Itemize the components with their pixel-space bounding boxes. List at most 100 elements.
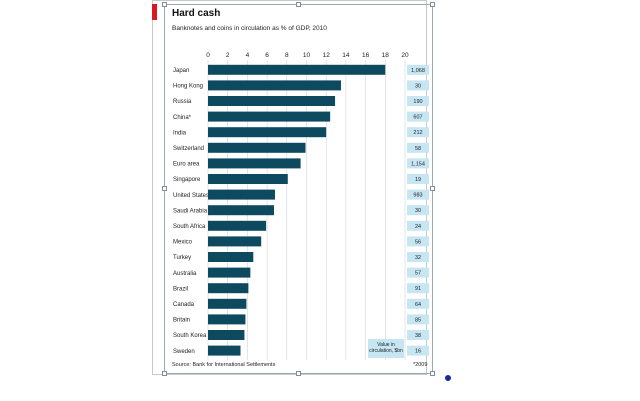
- side-value-label: 85: [415, 317, 421, 323]
- x-tick-label: 18: [382, 52, 390, 59]
- side-value-label: 30: [415, 208, 421, 214]
- category-label: Saudi Arabia: [173, 208, 208, 214]
- x-tick-label: 14: [342, 52, 350, 59]
- side-value-label: 24: [415, 224, 421, 230]
- bar: [208, 205, 274, 216]
- x-tick-label: 16: [362, 52, 370, 59]
- category-label: Turkey: [173, 255, 191, 261]
- bar: [208, 236, 262, 247]
- side-value-box: [407, 220, 429, 231]
- category-label: China*: [173, 115, 192, 121]
- side-value-box: [407, 96, 429, 106]
- side-value-box: [407, 205, 429, 216]
- category-label: India: [173, 130, 187, 136]
- category-label: Canada: [173, 302, 195, 308]
- side-value-box: [407, 111, 429, 122]
- bar: [208, 174, 288, 184]
- side-value-box: [407, 127, 429, 138]
- side-value-label: 30: [415, 83, 421, 89]
- resize-handle-left[interactable]: [162, 186, 167, 191]
- side-value-label: 56: [415, 239, 421, 245]
- x-tick-label: 10: [303, 52, 311, 59]
- bar: [208, 267, 251, 278]
- bar: [208, 314, 246, 325]
- bar: [208, 142, 306, 153]
- resize-handle-top[interactable]: [296, 2, 301, 7]
- side-value-box: [407, 64, 429, 75]
- bar: [208, 111, 331, 122]
- accent-bar: [152, 4, 157, 20]
- side-values-legend: Value in circulation, $bn: [368, 339, 404, 358]
- category-label: Japan: [173, 68, 189, 74]
- chart-footnote: *2009: [413, 362, 428, 368]
- chart-source: Source: Bank for International Settlemen…: [172, 362, 276, 368]
- bar: [208, 345, 241, 356]
- bar: [208, 252, 254, 262]
- side-value-label: 16: [415, 349, 421, 355]
- side-value-label: 190: [413, 99, 422, 105]
- category-label: South Africa: [173, 224, 206, 230]
- chart-subtitle: Banknotes and coins in circulation as % …: [172, 25, 327, 32]
- side-value-label: 607: [413, 115, 422, 121]
- category-label: Euro area: [173, 162, 200, 168]
- bar: [208, 330, 245, 340]
- resize-handle-bottom-right[interactable]: [430, 371, 435, 376]
- x-tick-label: 8: [285, 52, 289, 59]
- side-value-label: 64: [415, 302, 421, 308]
- cursor-dot: [445, 375, 451, 381]
- category-label: South Korea: [173, 333, 207, 339]
- x-tick-label: 4: [246, 52, 250, 59]
- category-label: Switzerland: [173, 146, 204, 152]
- resize-handle-bottom-left[interactable]: [162, 371, 167, 376]
- chart-figure: [152, 0, 427, 375]
- side-value-box: [407, 80, 429, 91]
- x-tick-label: 0: [206, 52, 210, 59]
- side-value-label: 57: [415, 271, 421, 277]
- category-label: Mexico: [173, 240, 193, 246]
- side-value-box: [407, 298, 429, 309]
- bar: [208, 96, 336, 106]
- category-label: Russia: [173, 99, 192, 105]
- side-value-box: [407, 283, 429, 294]
- side-value-label: 32: [415, 255, 421, 261]
- bar: [208, 64, 386, 75]
- x-tick-label: 2: [226, 52, 230, 59]
- resize-handle-right[interactable]: [430, 186, 435, 191]
- category-label: Singapore: [173, 177, 201, 183]
- bar: [208, 283, 249, 294]
- side-value-box: [407, 314, 429, 325]
- side-value-box: [407, 174, 429, 184]
- side-value-box: [407, 236, 429, 247]
- category-label: Australia: [173, 271, 197, 277]
- side-value-label: 91: [415, 286, 421, 292]
- side-value-box: [407, 252, 429, 262]
- chart-title: Hard cash: [172, 8, 221, 19]
- side-value-label: 212: [413, 130, 422, 136]
- x-tick-label: 20: [401, 52, 409, 59]
- side-value-box: [407, 267, 429, 278]
- side-value-label: 38: [415, 333, 421, 339]
- side-value-label: 19: [415, 177, 421, 183]
- bar: [208, 158, 301, 169]
- side-value-label: 983: [413, 193, 422, 199]
- side-value-box: [407, 330, 429, 340]
- side-value-box: [407, 189, 429, 200]
- side-value-label: 1,068: [411, 68, 425, 74]
- category-label: Brazil: [173, 286, 188, 292]
- category-label: Britain: [173, 318, 190, 324]
- category-label: United States: [173, 193, 209, 199]
- bar: [208, 298, 247, 309]
- selection-frame[interactable]: [164, 4, 433, 374]
- bar: [208, 189, 275, 200]
- resize-handle-top-right[interactable]: [430, 2, 435, 7]
- bar: [208, 80, 341, 91]
- category-label: Hong Kong: [173, 84, 203, 90]
- resize-handle-bottom[interactable]: [296, 371, 301, 376]
- resize-handle-top-left[interactable]: [162, 2, 167, 7]
- side-value-label: 1,154: [411, 161, 425, 167]
- category-label: Sweden: [173, 349, 195, 355]
- x-tick-label: 6: [265, 52, 269, 59]
- side-value-label: 58: [415, 146, 421, 152]
- side-value-box: [407, 158, 429, 169]
